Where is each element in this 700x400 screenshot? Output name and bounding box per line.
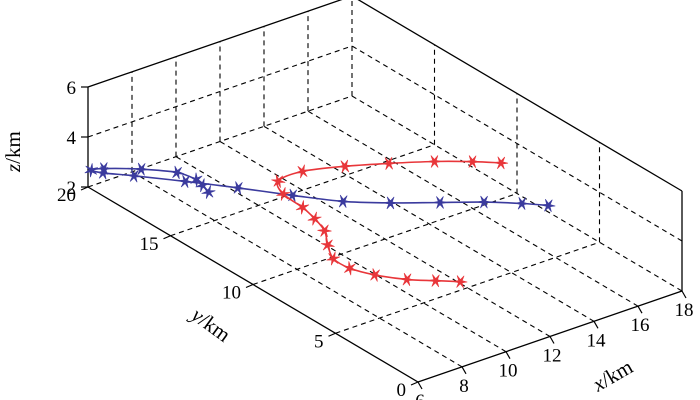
grid-line [263,125,595,322]
series-line-2 [276,160,502,283]
y-tick-label: 15 [140,234,159,255]
z-tick-label: 2 [67,178,77,199]
data-point [295,200,310,215]
grid-line [351,45,683,242]
data-point [494,156,509,170]
x-tick [637,305,643,314]
data-point [428,274,443,288]
data-point [381,157,396,170]
data-point [84,163,98,178]
y-axis-label: y/km [185,301,235,346]
z-tick-label: 4 [67,128,77,149]
data-point [96,166,111,180]
x-tick-label: 8 [459,376,469,397]
grid-line [335,241,600,334]
y-tick [410,381,419,386]
y-tick-label: 5 [314,331,324,352]
x-tick-label: 16 [631,315,650,336]
y-tick [245,283,254,289]
data-point [514,197,529,210]
x-tick-label: 10 [499,361,518,382]
series-line-1 [90,167,549,207]
data-point [432,196,448,209]
data-point [383,196,398,210]
data-point [127,169,142,183]
data-series [84,155,556,289]
x-tick [417,381,423,390]
y-tick-label: 20 [57,185,76,206]
data-point [343,261,357,276]
data-point [465,155,480,168]
data-point [326,251,341,266]
data-point [189,172,203,187]
data-point [427,155,442,168]
data-point [453,275,468,289]
box-edge [87,0,343,88]
data-point [134,162,149,176]
grid-line [87,45,353,138]
data-point [399,272,415,286]
x-tick [505,351,511,359]
data-point [320,238,335,252]
grid-line [307,110,639,307]
x-tick [593,321,599,329]
z-axis-label: z/km [1,131,25,173]
x-tick-label: 12 [543,346,562,367]
grid-lines [87,11,683,368]
z-tick-label: 6 [67,78,77,99]
x-axis-label: x/km [588,355,637,397]
data-point [337,159,352,173]
data-point [231,181,246,195]
x-tick [681,290,687,299]
data-point [295,164,310,179]
x-tick [461,366,467,375]
data-point [96,162,111,175]
data-point [368,268,383,282]
data-point [336,194,351,208]
data-point [170,165,185,180]
x-tick-label: 6 [415,391,425,400]
y-tick [328,332,336,337]
box-edge [357,0,683,192]
axis-box-front [87,0,683,383]
y-tick-label: 10 [222,283,241,304]
tick-labels: 6 8 10 12 14 16 18 0 5 10 15 202 4 6 [57,78,694,400]
x-tick [549,336,555,344]
grid-line [252,192,518,286]
data-point [541,199,556,212]
axis-box-back [87,0,683,292]
data-point [476,195,492,209]
data-point [285,188,300,202]
data-point [307,211,322,226]
data-point [317,224,332,238]
tick-marks [80,86,687,390]
y-tick [163,235,171,240]
x-tick-label: 18 [675,300,694,321]
data-point [271,174,286,188]
grid-line [170,144,435,237]
data-point [276,187,291,201]
data-point [178,174,193,188]
y-tick-label: 0 [397,380,407,400]
x-tick-label: 14 [587,330,607,351]
